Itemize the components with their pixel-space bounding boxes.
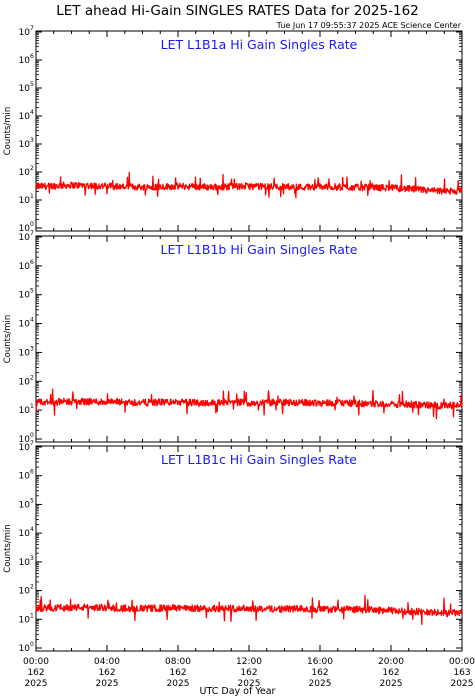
y-tick-label: 10 — [19, 443, 31, 453]
x-tick-label: 2025 — [25, 679, 48, 689]
y-tick-label: 10 — [19, 377, 31, 387]
y-tick-label: 10 — [19, 112, 31, 122]
x-tick-label: 08:00 — [165, 657, 191, 667]
y-tick-exponent: 6 — [30, 259, 34, 266]
x-tick-label: 162 — [169, 668, 186, 678]
x-tick-label: 2025 — [380, 679, 403, 689]
y-tick-label: 10 — [19, 233, 31, 243]
y-tick-label: 10 — [19, 435, 31, 445]
y-tick-label: 10 — [19, 615, 31, 625]
x-tick-label: 2025 — [451, 679, 474, 689]
x-tick-label: 163 — [453, 668, 470, 678]
x-tick-label: 00:00 — [23, 657, 49, 667]
y-tick-label: 10 — [19, 262, 31, 272]
y-axis-label: Counts/min — [3, 315, 13, 364]
y-tick-exponent: 1 — [30, 193, 34, 200]
x-tick-label: 2025 — [167, 679, 190, 689]
y-tick-exponent: 6 — [30, 53, 34, 60]
y-tick-exponent: 5 — [30, 497, 34, 504]
x-tick-label: 162 — [311, 668, 328, 678]
y-tick-label: 10 — [19, 196, 31, 206]
y-tick-exponent: 7 — [30, 25, 34, 32]
panel-frame — [35, 445, 463, 652]
panel-frame — [35, 30, 463, 232]
y-tick-exponent: 1 — [30, 403, 34, 410]
x-tick-label: 20:00 — [378, 657, 404, 667]
y-tick-label: 10 — [19, 348, 31, 358]
y-tick-exponent: 0 — [30, 432, 34, 439]
y-tick-exponent: 2 — [30, 374, 34, 381]
y-tick-exponent: 3 — [30, 555, 34, 562]
x-tick-label: 12:00 — [236, 657, 262, 667]
y-tick-exponent: 3 — [30, 345, 34, 352]
y-tick-exponent: 5 — [30, 288, 34, 295]
y-tick-exponent: 5 — [30, 81, 34, 88]
x-tick-label: 00:00 — [449, 657, 475, 667]
x-tick-label: 162 — [98, 668, 115, 678]
y-tick-label: 10 — [19, 406, 31, 416]
timestamp: Tue Jun 17 09:55:37 2025 ACE Science Cen… — [276, 21, 461, 30]
series-line — [35, 171, 463, 199]
main-title: LET ahead Hi-Gain SINGLES RATES Data for… — [56, 3, 419, 19]
panel-title: LET L1B1b Hi Gain Singles Rate — [161, 242, 358, 257]
y-tick-exponent: 0 — [30, 221, 34, 228]
series-line — [35, 388, 463, 420]
x-axis-label: UTC Day of Year — [199, 686, 276, 697]
y-tick-label: 10 — [19, 587, 31, 597]
panel-title: LET L1B1c Hi Gain Singles Rate — [161, 452, 357, 467]
y-tick-label: 10 — [19, 168, 31, 178]
x-tick-label: 162 — [27, 668, 44, 678]
x-tick-label: 2025 — [238, 679, 261, 689]
y-tick-exponent: 0 — [30, 641, 34, 648]
y-tick-exponent: 7 — [30, 440, 34, 447]
y-tick-exponent: 4 — [30, 109, 34, 116]
y-tick-label: 10 — [19, 500, 31, 510]
y-tick-label: 10 — [19, 529, 31, 539]
y-tick-exponent: 4 — [30, 526, 34, 533]
panel-frame — [35, 235, 463, 443]
y-tick-exponent: 7 — [30, 230, 34, 237]
y-tick-label: 10 — [19, 56, 31, 66]
y-tick-label: 10 — [19, 291, 31, 301]
y-tick-label: 10 — [19, 28, 31, 38]
y-axis-label: Counts/min — [3, 107, 13, 156]
y-tick-label: 10 — [19, 140, 31, 150]
x-tick-label: 04:00 — [94, 657, 120, 667]
y-tick-exponent: 4 — [30, 317, 34, 324]
y-tick-exponent: 1 — [30, 612, 34, 619]
y-tick-label: 10 — [19, 472, 31, 482]
x-tick-label: 2025 — [96, 679, 119, 689]
y-axis-label: Counts/min — [3, 524, 13, 573]
x-tick-label: 162 — [382, 668, 399, 678]
y-tick-label: 10 — [19, 558, 31, 568]
panel-title: LET L1B1a Hi Gain Singles Rate — [161, 37, 358, 52]
series-line — [35, 594, 463, 625]
y-tick-label: 10 — [19, 320, 31, 330]
y-tick-exponent: 3 — [30, 137, 34, 144]
y-tick-exponent: 2 — [30, 584, 34, 591]
y-tick-label: 10 — [19, 84, 31, 94]
x-tick-label: 2025 — [309, 679, 332, 689]
y-tick-label: 10 — [19, 644, 31, 654]
x-tick-label: 16:00 — [307, 657, 333, 667]
x-tick-label: 162 — [240, 668, 257, 678]
y-tick-exponent: 2 — [30, 165, 34, 172]
y-tick-label: 10 — [19, 224, 31, 234]
y-tick-exponent: 6 — [30, 469, 34, 476]
